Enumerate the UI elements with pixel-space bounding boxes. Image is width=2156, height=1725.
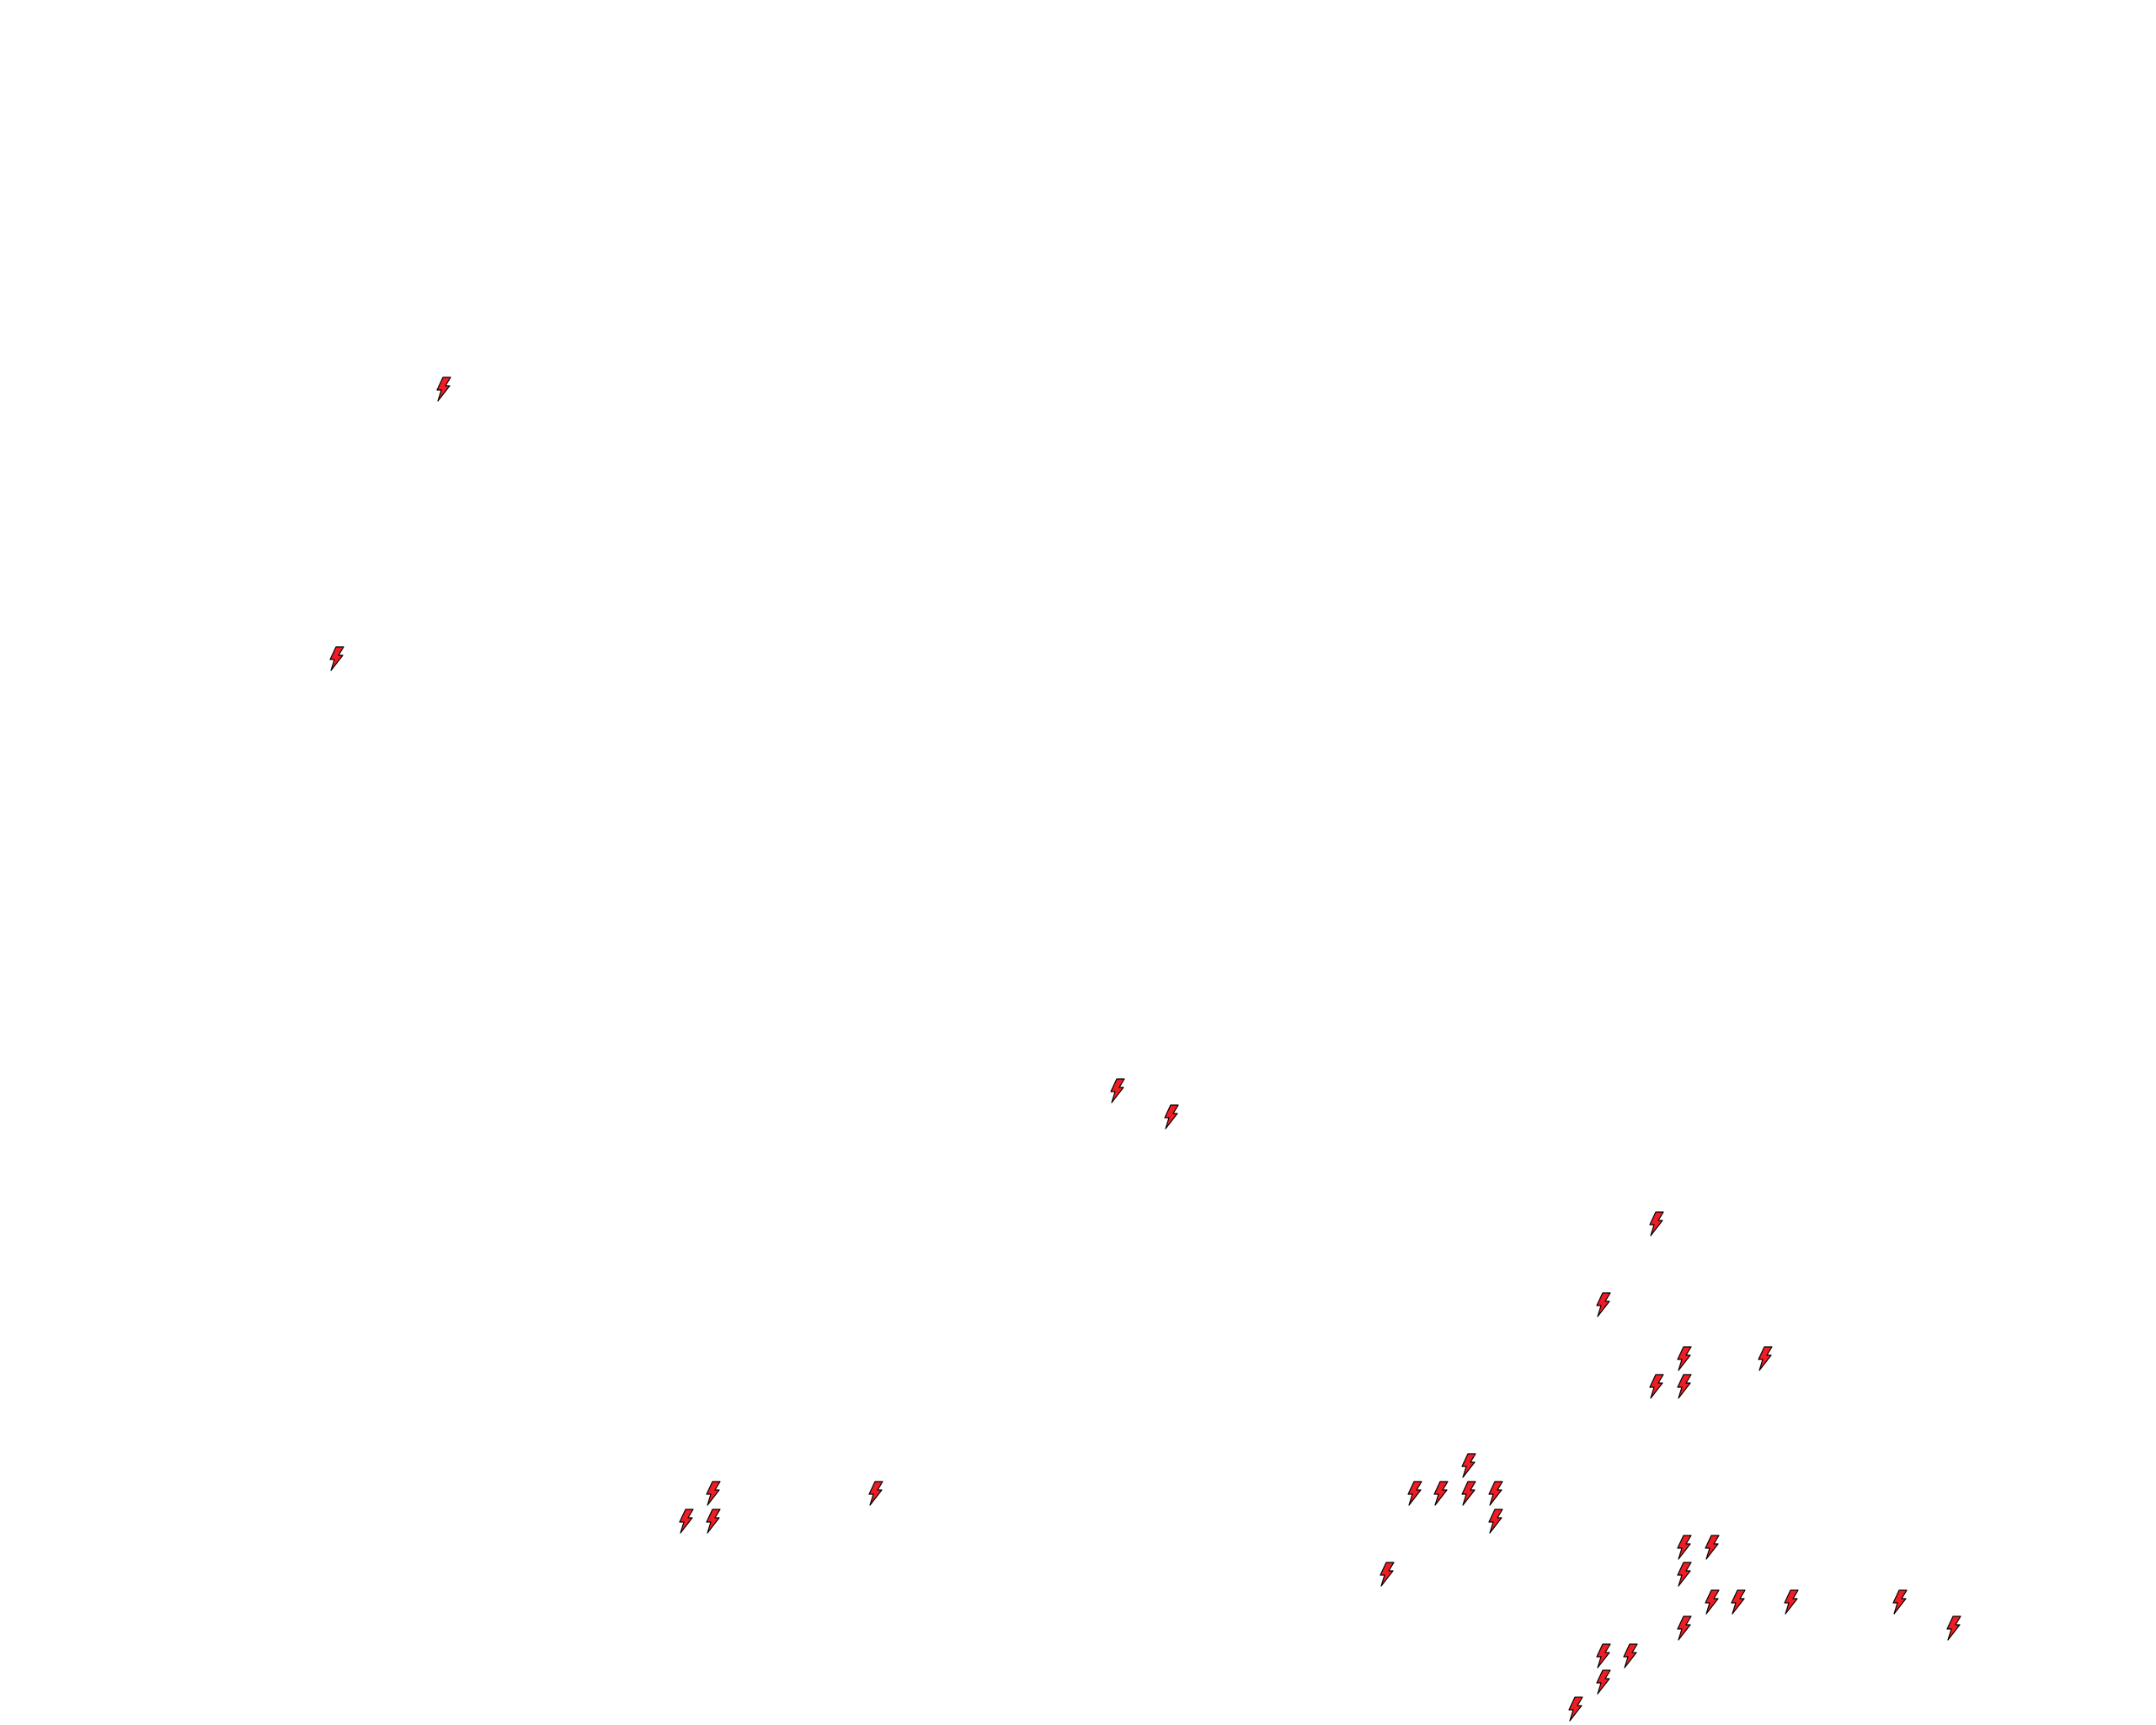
lightning-bolt-icon[interactable] (328, 646, 345, 671)
lightning-bolt-icon[interactable] (1460, 1481, 1477, 1506)
lightning-bolt-icon[interactable] (1567, 1696, 1584, 1722)
lightning-bolt-icon[interactable] (705, 1509, 722, 1534)
lightning-bolt-icon[interactable] (1730, 1589, 1747, 1615)
lightning-bolt-icon[interactable] (435, 377, 452, 402)
lightning-bolt-icon[interactable] (1406, 1481, 1423, 1506)
lightning-bolt-icon[interactable] (867, 1481, 884, 1506)
lightning-bolt-icon[interactable] (678, 1509, 695, 1534)
lightning-bolt-icon[interactable] (1676, 1374, 1693, 1399)
lightning-bolt-icon[interactable] (1704, 1589, 1721, 1615)
lightning-bolt-icon[interactable] (1109, 1078, 1126, 1103)
lightning-bolt-icon[interactable] (1487, 1509, 1504, 1534)
lightning-bolt-icon[interactable] (1163, 1104, 1180, 1130)
lightning-bolt-icon[interactable] (1676, 1346, 1693, 1371)
lightning-bolt-icon[interactable] (1676, 1562, 1693, 1587)
lightning-bolt-icon[interactable] (1487, 1481, 1504, 1506)
lightning-bolt-icon[interactable] (1460, 1453, 1477, 1479)
lightning-bolt-icon[interactable] (1595, 1643, 1612, 1669)
lightning-bolt-icon[interactable] (1595, 1669, 1612, 1695)
lightning-bolt-icon[interactable] (1945, 1616, 1962, 1641)
lightning-bolt-icon[interactable] (1648, 1374, 1665, 1399)
lightning-bolt-icon[interactable] (1433, 1481, 1449, 1506)
lightning-bolt-icon[interactable] (1379, 1562, 1396, 1587)
lightning-bolt-icon[interactable] (1892, 1589, 1908, 1615)
lightning-bolt-icon[interactable] (1595, 1292, 1612, 1317)
lightning-bolt-icon[interactable] (1676, 1535, 1693, 1560)
lightning-bolt-icon[interactable] (1757, 1346, 1774, 1371)
lightning-bolt-icon[interactable] (1622, 1643, 1639, 1669)
lightning-bolt-icon[interactable] (1783, 1589, 1800, 1615)
lightning-bolt-icon[interactable] (1648, 1211, 1665, 1236)
lightning-bolt-icon[interactable] (1704, 1535, 1721, 1560)
lightning-bolt-icon[interactable] (1676, 1616, 1693, 1641)
lightning-bolt-icon[interactable] (705, 1481, 722, 1506)
